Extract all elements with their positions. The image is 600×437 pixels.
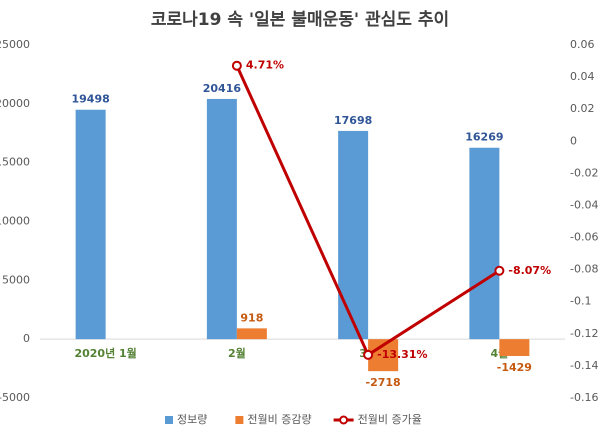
y2-tick-label: -0.02 — [570, 166, 598, 179]
y2-tick-label: -0.06 — [570, 231, 598, 244]
y2-tick-label: -0.12 — [570, 327, 598, 340]
y-tick-label: -5000 — [0, 391, 30, 404]
y2-tick-label: -0.16 — [570, 391, 598, 404]
legend-swatch — [339, 415, 349, 425]
x-tick-label: 2020년 1월 — [74, 346, 136, 360]
y2-tick-label: -0.04 — [570, 198, 598, 211]
y2-tick-label: -0.1 — [570, 295, 591, 308]
y2-tick-label: 0 — [570, 134, 577, 147]
legend-label: 정보량 — [177, 413, 207, 426]
line-point — [363, 349, 374, 360]
value-label: 20416 — [203, 82, 242, 95]
y-tick-label: 15000 — [0, 156, 30, 169]
value-label: -2718 — [366, 376, 401, 389]
legend-label: 전월비 증가율 — [358, 413, 422, 426]
bar — [75, 109, 106, 340]
y-tick-label: 0 — [23, 332, 30, 345]
value-label: 918 — [240, 311, 263, 324]
legend-label: 전월비 증감량 — [247, 413, 311, 426]
y2-tick-label: -0.08 — [570, 263, 598, 276]
bar — [206, 98, 237, 340]
y-tick-label: 10000 — [0, 215, 30, 228]
value-label: 4.71% — [246, 59, 284, 72]
y2-tick-label: 0.02 — [570, 102, 595, 115]
legend-swatch — [165, 416, 173, 424]
value-label: -13.31% — [377, 348, 427, 361]
y2-tick-label: 0.04 — [570, 70, 595, 83]
value-label: 16269 — [465, 131, 503, 144]
bar — [469, 147, 500, 340]
value-label: 19498 — [71, 93, 109, 106]
value-label: -8.07% — [508, 264, 551, 277]
line-point — [231, 60, 242, 71]
y2-tick-label: 0.06 — [570, 38, 595, 51]
legend-swatch — [235, 416, 244, 424]
x-tick-label: 2월 — [228, 346, 246, 360]
y2-tick-label: -0.14 — [570, 359, 598, 372]
chart-title: 코로나19 속 '일본 불매운동' 관심도 추이 — [151, 10, 449, 30]
value-label: -1429 — [497, 361, 532, 374]
bar — [236, 328, 267, 340]
y-tick-label: 25000 — [0, 38, 30, 51]
value-label: 17698 — [334, 114, 372, 127]
bar — [499, 339, 530, 356]
y-tick-label: 20000 — [0, 97, 30, 110]
y-tick-label: 5000 — [2, 273, 30, 286]
line-point — [494, 265, 505, 276]
bar — [338, 130, 369, 340]
